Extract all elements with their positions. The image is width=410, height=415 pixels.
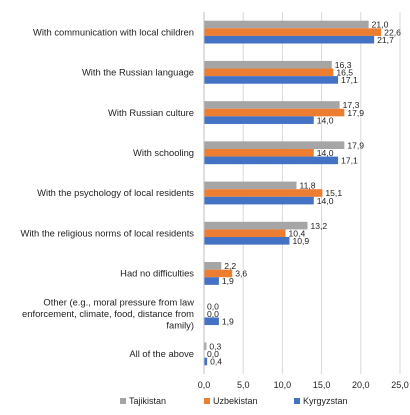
- bar: [204, 342, 207, 351]
- x-tick-label: 20,0: [352, 380, 370, 390]
- category-label: Other (e.g., moral pressure from law: [43, 296, 194, 307]
- data-label: 0,0: [207, 349, 219, 359]
- x-tick-label: 25,0: [391, 380, 409, 390]
- data-label: 10,9: [292, 236, 309, 246]
- data-label: 21,0: [372, 20, 389, 30]
- bar: [204, 35, 375, 44]
- data-label: 0,4: [210, 357, 222, 367]
- x-tick-label: 10,0: [274, 380, 292, 390]
- bar: [204, 141, 345, 149]
- category-label: With communication with local children: [33, 26, 194, 37]
- bar: [204, 181, 297, 190]
- bar: [204, 237, 290, 245]
- bar: [204, 196, 314, 205]
- bar: [204, 76, 339, 84]
- bar: [204, 317, 219, 326]
- legend-label: Kyrgyzstan: [303, 396, 348, 406]
- bar-group: [204, 20, 382, 366]
- data-label: 14,0: [317, 196, 334, 206]
- category-label: With the religious norms of local reside…: [20, 227, 194, 238]
- legend-label: Tajikistan: [129, 396, 166, 406]
- data-label: 21,7: [377, 35, 394, 45]
- bar: [204, 221, 308, 230]
- category-label: With the psychology of local residents: [37, 187, 194, 198]
- legend-swatch: [204, 398, 210, 404]
- data-label: 14,0: [317, 115, 334, 125]
- bar: [204, 189, 323, 197]
- bar: [204, 277, 219, 285]
- bar: [204, 60, 332, 69]
- category-labels: With communication with local children Wi…: [20, 26, 194, 359]
- bar: [204, 156, 339, 165]
- x-tick-label: 0,0: [198, 380, 211, 390]
- category-label: With Russian culture: [108, 107, 194, 118]
- data-label: 11,8: [300, 181, 316, 191]
- bar: [204, 116, 314, 124]
- category-label: With schooling: [133, 147, 194, 158]
- data-label: 10,4: [289, 228, 306, 238]
- bar: [204, 357, 208, 366]
- data-label: 2,2: [224, 261, 236, 271]
- bar: [204, 262, 222, 270]
- data-label: 17,9: [347, 140, 364, 150]
- x-tick-label: 15,0: [313, 380, 331, 390]
- bar: [204, 28, 382, 36]
- bar: [204, 101, 340, 109]
- bar: [204, 20, 369, 29]
- data-label: 15,1: [325, 188, 342, 198]
- data-label: 17,3: [343, 100, 360, 110]
- data-label: 1,9: [222, 316, 234, 326]
- data-label: 17,1: [341, 156, 358, 166]
- bar: [204, 68, 334, 77]
- category-label: Had no difficulties: [120, 268, 194, 279]
- x-tick-label: 5,0: [237, 380, 250, 390]
- data-label: 3,6: [235, 269, 247, 279]
- legend-swatch: [120, 398, 126, 404]
- data-label: 17,1: [341, 75, 358, 85]
- bar: [204, 148, 314, 157]
- data-labels: 21,022,621,716,316,517,117,317,914,017,9…: [207, 20, 401, 367]
- data-label: 14,0: [317, 148, 334, 158]
- category-label: All of the above: [129, 348, 194, 359]
- bar: [204, 269, 233, 278]
- data-label: 0,0: [207, 301, 219, 311]
- bar: [204, 229, 286, 238]
- data-label: 16,3: [335, 60, 352, 70]
- data-label: 1,9: [222, 276, 234, 286]
- legend-label: Uzbekistan: [213, 396, 258, 406]
- category-label: enforcement, climate, food, distance fro…: [22, 308, 194, 319]
- category-label: With the Russian language: [82, 67, 194, 78]
- x-tick-labels: 0,0 5,0 10,0 15,0 20,0 25,0: [198, 380, 409, 390]
- data-label: 17,9: [347, 108, 364, 118]
- data-label: 16,5: [336, 68, 353, 78]
- data-label: 0,3: [209, 341, 221, 351]
- category-label: family): [166, 319, 194, 330]
- legend: Tajikistan Uzbekistan Kyrgyzstan: [120, 396, 348, 406]
- data-label: 22,6: [384, 27, 401, 37]
- bar: [204, 108, 345, 117]
- data-label: 0,0: [207, 309, 219, 319]
- legend-swatch: [294, 398, 300, 404]
- data-label: 13,2: [310, 221, 327, 231]
